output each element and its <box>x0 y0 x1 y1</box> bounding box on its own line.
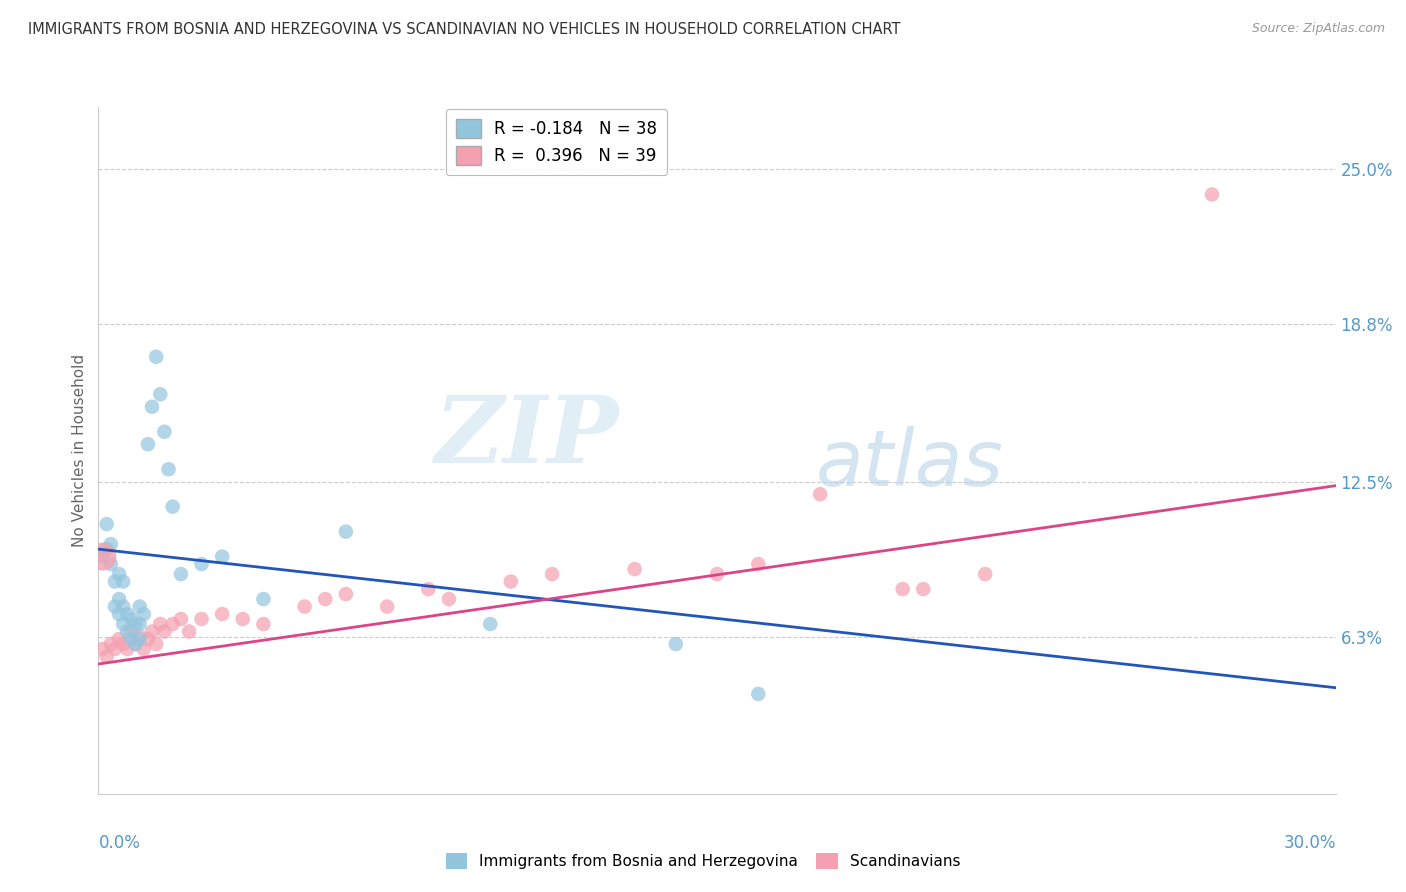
Text: ZIP: ZIP <box>434 392 619 482</box>
Text: IMMIGRANTS FROM BOSNIA AND HERZEGOVINA VS SCANDINAVIAN NO VEHICLES IN HOUSEHOLD : IMMIGRANTS FROM BOSNIA AND HERZEGOVINA V… <box>28 22 901 37</box>
Point <box>100 637 122 651</box>
Point <box>479 617 502 632</box>
Point <box>104 599 127 614</box>
Point <box>96 542 118 557</box>
Point <box>706 567 728 582</box>
Point <box>91 549 114 564</box>
Point <box>108 632 131 646</box>
Point <box>145 637 167 651</box>
Point <box>141 624 163 639</box>
Point <box>117 642 139 657</box>
Point <box>117 624 139 639</box>
Point <box>170 567 193 582</box>
Point <box>912 582 935 596</box>
Point <box>108 567 131 582</box>
Point <box>124 617 146 632</box>
Point <box>112 574 135 589</box>
Point <box>190 612 212 626</box>
Point <box>120 624 142 639</box>
Point <box>141 400 163 414</box>
Point <box>974 567 997 582</box>
Point <box>499 574 522 589</box>
Point <box>108 607 131 621</box>
Point <box>128 617 150 632</box>
Point <box>314 592 336 607</box>
Point <box>157 462 180 476</box>
Text: 30.0%: 30.0% <box>1284 834 1336 852</box>
Point <box>294 599 316 614</box>
Legend: Immigrants from Bosnia and Herzegovina, Scandinavians: Immigrants from Bosnia and Herzegovina, … <box>440 847 966 875</box>
Point <box>132 607 155 621</box>
Point <box>232 612 254 626</box>
Point <box>91 642 114 657</box>
Point <box>153 425 176 439</box>
Point <box>128 630 150 644</box>
Point <box>747 687 769 701</box>
Point <box>149 617 172 632</box>
Text: 0.0%: 0.0% <box>98 834 141 852</box>
Point <box>179 624 201 639</box>
Point <box>108 592 131 607</box>
Point <box>541 567 564 582</box>
Point <box>128 599 150 614</box>
Point <box>808 487 831 501</box>
Point <box>211 549 233 564</box>
Point <box>124 637 146 651</box>
Point <box>145 350 167 364</box>
Point <box>252 617 274 632</box>
Point <box>162 617 184 632</box>
Point <box>112 637 135 651</box>
Point <box>136 437 159 451</box>
Point <box>96 649 118 664</box>
Point <box>132 642 155 657</box>
Point <box>891 582 914 596</box>
Point <box>100 557 122 571</box>
Point <box>153 624 176 639</box>
Point <box>149 387 172 401</box>
Point <box>170 612 193 626</box>
Point <box>136 632 159 646</box>
Point <box>375 599 398 614</box>
Point <box>128 632 150 646</box>
Point <box>112 599 135 614</box>
Point <box>91 549 114 564</box>
Point <box>96 517 118 532</box>
Point <box>665 637 688 651</box>
Point <box>104 574 127 589</box>
Text: atlas: atlas <box>815 426 1004 502</box>
Point <box>335 524 357 539</box>
Point <box>120 612 142 626</box>
Legend: R = -0.184   N = 38, R =  0.396   N = 39: R = -0.184 N = 38, R = 0.396 N = 39 <box>446 109 666 176</box>
Point <box>335 587 357 601</box>
Point <box>100 537 122 551</box>
Point <box>1201 187 1223 202</box>
Point <box>162 500 184 514</box>
Point <box>418 582 440 596</box>
Point <box>437 592 460 607</box>
Point <box>211 607 233 621</box>
Point <box>117 607 139 621</box>
Y-axis label: No Vehicles in Household: No Vehicles in Household <box>72 354 87 547</box>
Point <box>190 557 212 571</box>
Point <box>623 562 645 576</box>
Text: Source: ZipAtlas.com: Source: ZipAtlas.com <box>1251 22 1385 36</box>
Point <box>747 557 769 571</box>
Point <box>120 632 142 646</box>
Point <box>112 617 135 632</box>
Point <box>124 637 146 651</box>
Point <box>252 592 274 607</box>
Point <box>104 642 127 657</box>
